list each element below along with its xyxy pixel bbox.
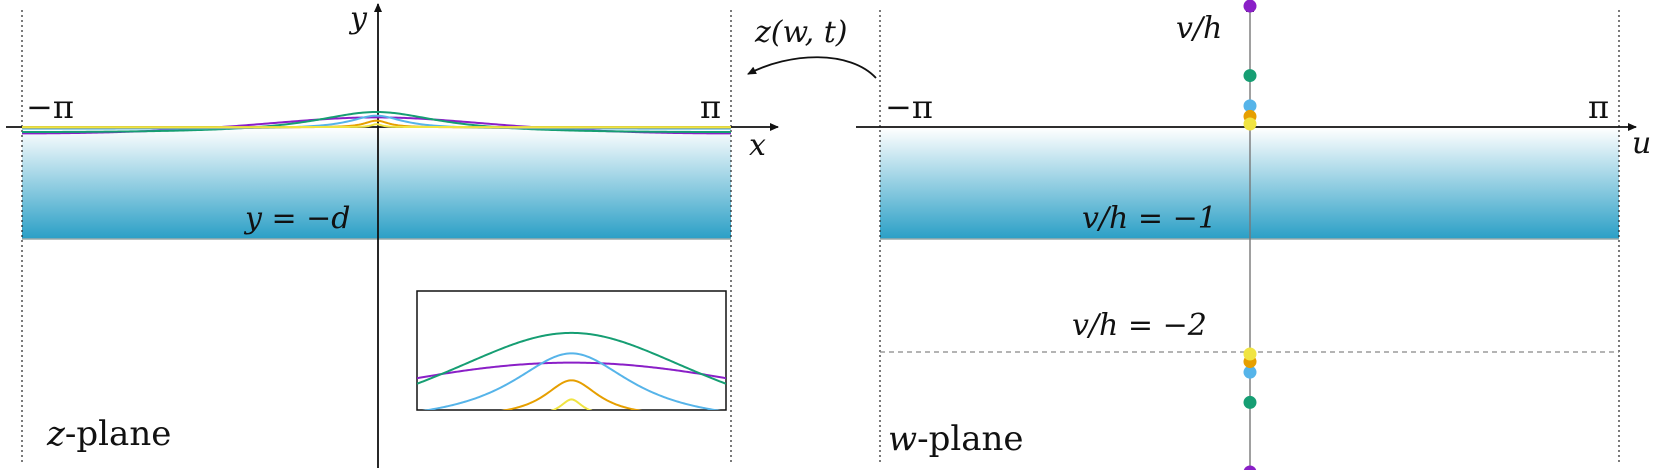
singularity-lower-5: [1243, 347, 1257, 361]
surface-profile-5: [22, 123, 731, 129]
inset-profile-1: [417, 361, 726, 380]
singularity-upper-3: [1243, 99, 1257, 113]
inset-zoomed-profiles: [417, 331, 726, 410]
inset-profile-2: [417, 331, 726, 385]
surface-profile-2: [22, 110, 731, 134]
z-fluid-region: [22, 128, 731, 239]
z-x-axis-label: x: [749, 128, 766, 163]
singularity-lower-3: [1243, 365, 1257, 379]
w-plane-var: w: [888, 419, 917, 459]
w-u-axis-label: u: [1632, 126, 1651, 161]
surface-profile-3: [22, 114, 731, 130]
w-right-label: π: [1588, 88, 1609, 126]
z-y-axis-label: y: [348, 1, 368, 36]
z-right-label: π: [700, 88, 721, 126]
singularity-upper-2: [1243, 69, 1257, 83]
w-singularities: [1243, 0, 1257, 470]
mapping-arrow: [747, 56, 877, 79]
z-bottom-label: y = −d: [243, 201, 351, 236]
mapping-label: z(w, t): [754, 15, 847, 50]
w-v-axis-label: v/h: [1176, 11, 1222, 46]
w-bottom-label: v/h = −1: [1082, 201, 1217, 236]
singularity-lower-2: [1243, 395, 1257, 409]
inset-frame: [416, 290, 727, 411]
mapping: z(w, t): [747, 15, 877, 79]
w-image-label: v/h = −2: [1072, 308, 1207, 343]
w-plane-suffix: -plane: [917, 419, 1023, 459]
z-plane-panel: y x −π π y = −d z-plane: [6, 1, 779, 468]
z-plane-title: z-plane: [46, 414, 171, 454]
singularity-lower-1: [1243, 465, 1257, 470]
z-plane-suffix: -plane: [65, 414, 171, 454]
singularity-upper-1: [1243, 0, 1257, 13]
z-left-label: −π: [26, 88, 74, 126]
inset-profile-4: [500, 379, 643, 410]
z-surface-profiles: [22, 110, 731, 135]
w-left-label: −π: [885, 88, 933, 126]
w-plane-title: w-plane: [888, 419, 1024, 459]
inset-profile-5: [550, 398, 593, 410]
inset-profile-3: [422, 352, 721, 410]
w-plane-panel: v/h u −π π v/h = −1 v/h = −2 w-plane: [856, 0, 1651, 470]
z-plane-var: z: [46, 414, 66, 454]
singularity-upper-5: [1243, 117, 1257, 131]
